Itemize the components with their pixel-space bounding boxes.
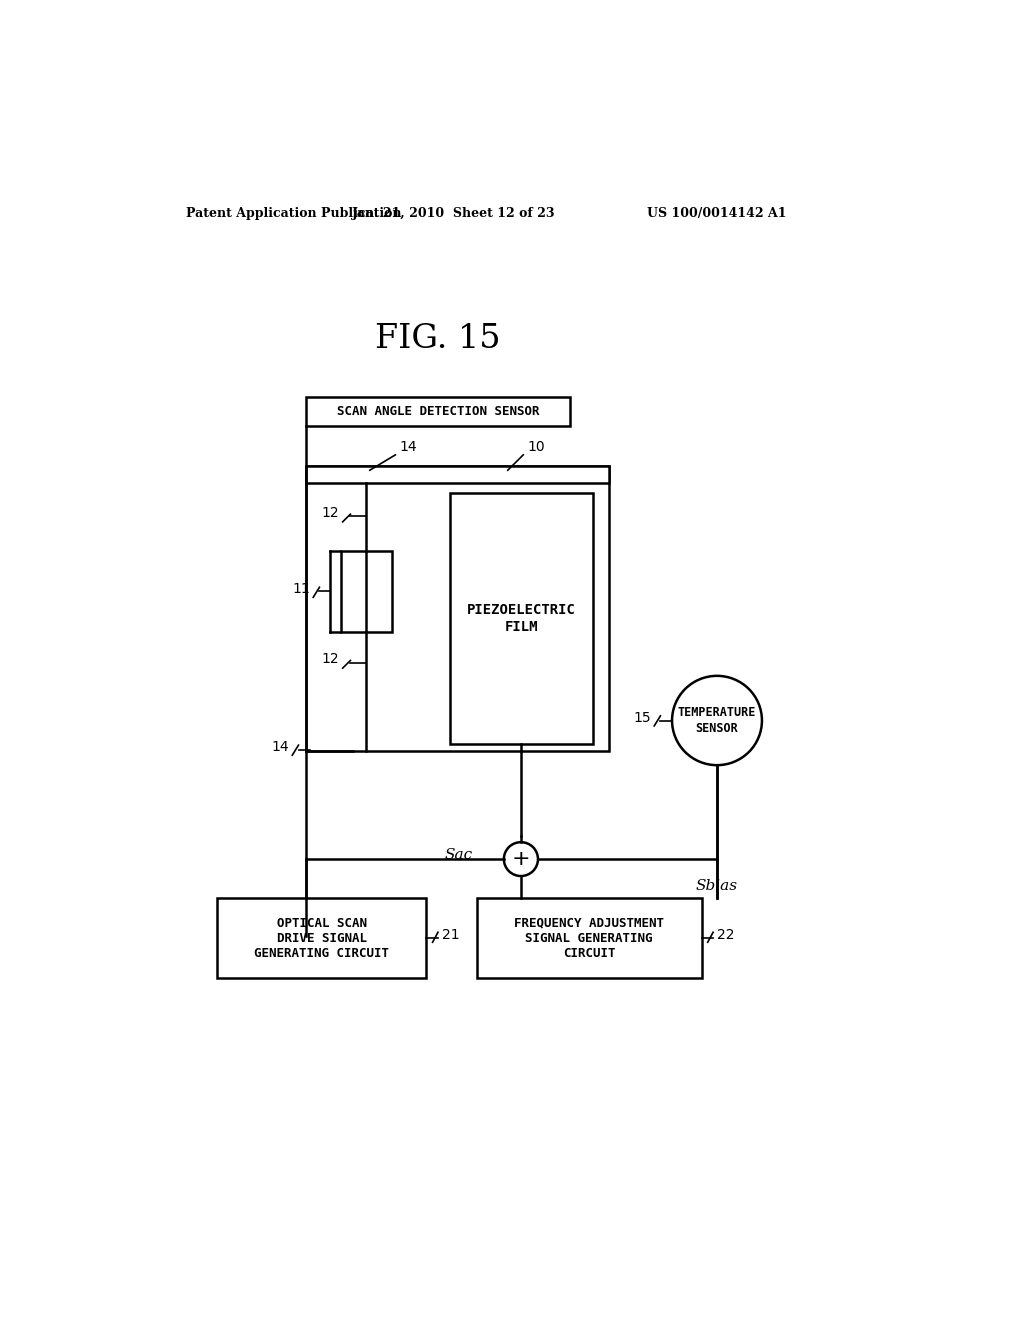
Text: 14: 14 [271,741,289,755]
Text: 12: 12 [322,506,339,520]
Text: OPTICAL SCAN
DRIVE SIGNAL
GENERATING CIRCUIT: OPTICAL SCAN DRIVE SIGNAL GENERATING CIR… [254,916,389,960]
Text: FREQUENCY ADJUSTMENT
SIGNAL GENERATING
CIRCUIT: FREQUENCY ADJUSTMENT SIGNAL GENERATING C… [514,916,665,960]
Text: Sbias: Sbias [696,879,738,894]
Circle shape [672,676,762,766]
Text: Jan. 21, 2010  Sheet 12 of 23: Jan. 21, 2010 Sheet 12 of 23 [352,207,555,220]
Text: US 100/0014142 A1: US 100/0014142 A1 [647,207,786,220]
Text: PIEZOELECTRIC
FILM: PIEZOELECTRIC FILM [467,603,575,634]
Text: TEMPERATURE
SENSOR: TEMPERATURE SENSOR [678,706,756,734]
Bar [477,898,701,978]
Bar [341,552,391,632]
Text: 22: 22 [717,928,734,941]
Bar [450,494,593,743]
Text: 10: 10 [527,440,545,454]
Bar [217,898,426,978]
Bar [306,397,569,426]
Circle shape [504,842,538,876]
Text: 21: 21 [442,928,460,941]
Text: Sac: Sac [444,849,473,862]
Text: SCAN ANGLE DETECTION SENSOR: SCAN ANGLE DETECTION SENSOR [337,405,540,418]
Bar [306,466,608,751]
Bar [306,466,608,483]
Text: 15: 15 [634,711,651,725]
Text: 14: 14 [399,440,417,454]
Text: +: + [512,849,530,869]
Text: Patent Application Publication: Patent Application Publication [186,207,401,220]
Text: 11: 11 [293,582,310,595]
Text: 12: 12 [322,652,339,665]
Text: FIG. 15: FIG. 15 [375,323,501,355]
